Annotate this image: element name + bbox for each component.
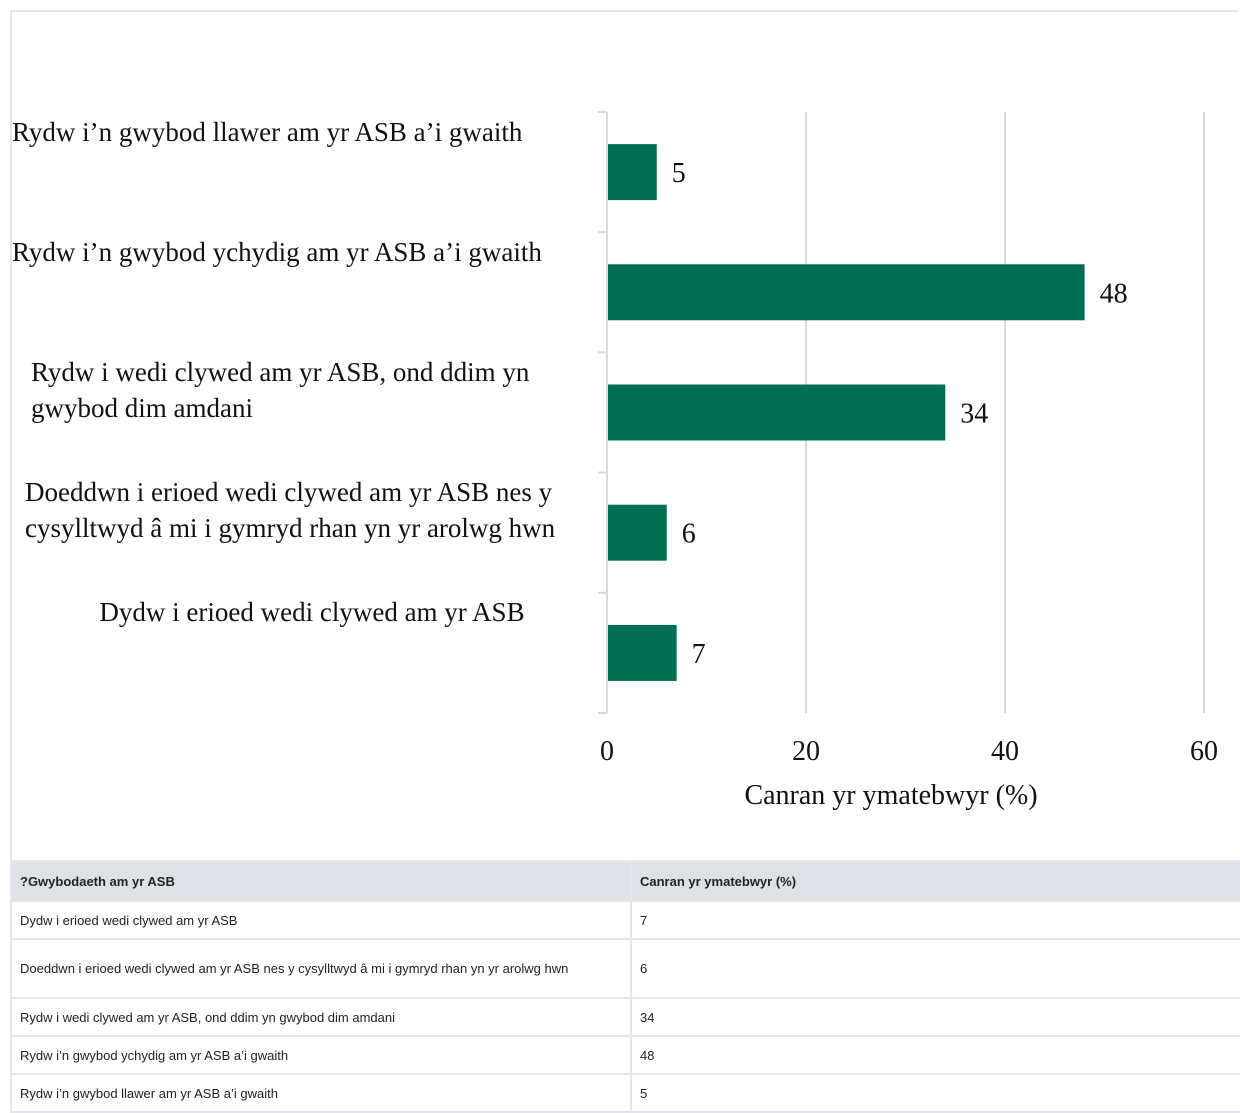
data-label: 7 <box>692 639 706 670</box>
data-label: 34 <box>960 399 988 430</box>
table-cell-percent: 6 <box>630 938 1240 999</box>
table-cell-category: Dydw i erioed wedi clywed am yr ASB <box>10 900 632 940</box>
category-label-1: Rydw i’n gwybod llawer am yr ASB a’i gwa… <box>12 117 523 147</box>
bar <box>608 624 677 681</box>
table-row: Rydw i’n gwybod ychydig am yr ASB a’i gw… <box>10 1035 1240 1075</box>
bar <box>608 264 1085 321</box>
table-cell-percent: 5 <box>630 1073 1240 1113</box>
x-tick-labels: 0 20 40 60 <box>600 736 1218 767</box>
data-label: 6 <box>682 519 696 550</box>
data-table: ?Gwybodaeth am yr ASB Canran yr ymatebwy… <box>10 860 1240 1113</box>
table-cell-percent: 48 <box>630 1035 1240 1075</box>
bars: 5 48 34 6 7 <box>608 144 1128 681</box>
x-tick-label: 0 <box>600 736 614 767</box>
category-label-3: Rydw i wedi clywed am yr ASB, ond ddim y… <box>31 357 530 423</box>
table-cell-category: Doeddwn i erioed wedi clywed am yr ASB n… <box>10 938 632 999</box>
table-cell-percent: 7 <box>630 900 1240 940</box>
data-label: 5 <box>672 158 686 189</box>
x-tick-label: 40 <box>991 736 1019 767</box>
x-tick-label: 20 <box>792 736 820 767</box>
data-label: 48 <box>1100 278 1128 309</box>
table-cell-category: Rydw i’n gwybod llawer am yr ASB a’i gwa… <box>10 1073 632 1113</box>
category-label-5: Dydw i erioed wedi clywed am yr ASB <box>99 597 525 627</box>
table-row: Rydw i wedi clywed am yr ASB, ond ddim y… <box>10 997 1240 1037</box>
category-ticks <box>598 111 607 714</box>
table-row: Dydw i erioed wedi clywed am yr ASB 7 <box>10 900 1240 940</box>
bar <box>608 384 946 441</box>
category-label-4: Doeddwn i erioed wedi clywed am yr ASB n… <box>25 477 556 543</box>
chart-frame <box>10 10 1239 1099</box>
bar-chart: 5 48 34 6 7 0 20 40 60 Canran yr ymatebwyr (%) <box>598 111 1218 811</box>
table-header-percent: Canran yr ymatebwyr (%) <box>630 860 1240 902</box>
table-row: Rydw i’n gwybod llawer am yr ASB a’i gwa… <box>10 1073 1240 1113</box>
table-header-category: ?Gwybodaeth am yr ASB <box>10 860 632 902</box>
table-header-row: ?Gwybodaeth am yr ASB Canran yr ymatebwy… <box>10 860 1240 902</box>
bar <box>608 144 657 201</box>
category-label-2: Rydw i’n gwybod ychydig am yr ASB a’i gw… <box>12 237 542 267</box>
table-cell-category: Rydw i’n gwybod ychydig am yr ASB a’i gw… <box>10 1035 632 1075</box>
table-cell-percent: 34 <box>630 997 1240 1037</box>
x-tick-label: 60 <box>1190 736 1218 767</box>
x-axis-title: Canran yr ymatebwyr (%) <box>744 780 1037 811</box>
bar <box>608 504 667 561</box>
table-row: Doeddwn i erioed wedi clywed am yr ASB n… <box>10 938 1240 999</box>
table-cell-category: Rydw i wedi clywed am yr ASB, ond ddim y… <box>10 997 632 1037</box>
